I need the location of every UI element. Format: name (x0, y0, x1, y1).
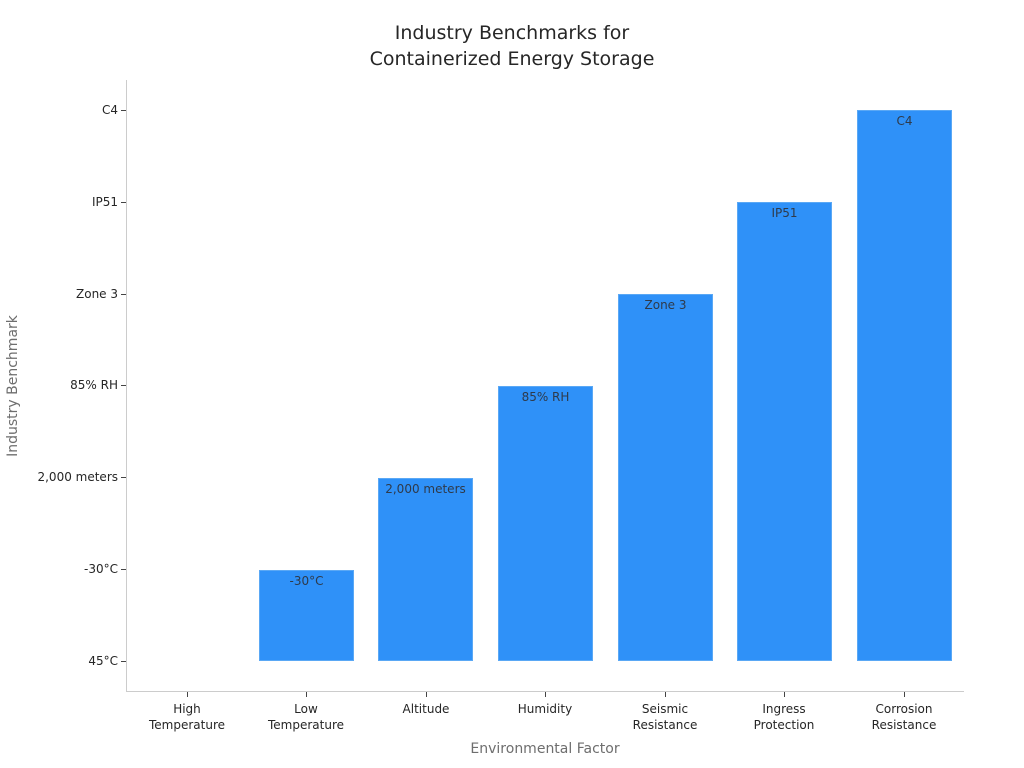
y-tick: 85% RH (0, 378, 126, 392)
x-tick: Altitude (371, 692, 481, 717)
chart-title-line-2: Containerized Energy Storage (369, 48, 655, 70)
bar-altitude: 2,000 meters (378, 478, 473, 661)
chart-title: Industry Benchmarks for Containerized En… (0, 20, 1024, 72)
y-tick: Zone 3 (0, 287, 126, 301)
x-axis-label: Environmental Factor (470, 741, 620, 757)
x-tick: Corrosion Resistance (849, 692, 959, 733)
x-tick: Humidity (490, 692, 600, 717)
x-tick: High Temperature (132, 692, 242, 733)
x-axis-line (126, 691, 964, 692)
chart-title-line-1: Industry Benchmarks for (394, 22, 630, 44)
y-tick: IP51 (0, 195, 126, 209)
bar-ingress-protection: IP51 (737, 202, 832, 661)
bar-corrosion-resistance: C4 (857, 110, 952, 661)
bar-humidity: 85% RH (498, 386, 593, 661)
x-tick: Low Temperature (251, 692, 361, 733)
y-axis-line (126, 80, 127, 692)
y-tick: -30°C (0, 562, 126, 576)
y-tick: C4 (0, 103, 126, 117)
x-tick: Seismic Resistance (610, 692, 720, 733)
y-tick: 2,000 meters (0, 470, 126, 484)
bar-low-temperature: -30°C (259, 570, 354, 661)
x-tick: Ingress Protection (729, 692, 839, 733)
bar-seismic-resistance: Zone 3 (618, 294, 713, 661)
y-tick: 45°C (0, 654, 126, 668)
